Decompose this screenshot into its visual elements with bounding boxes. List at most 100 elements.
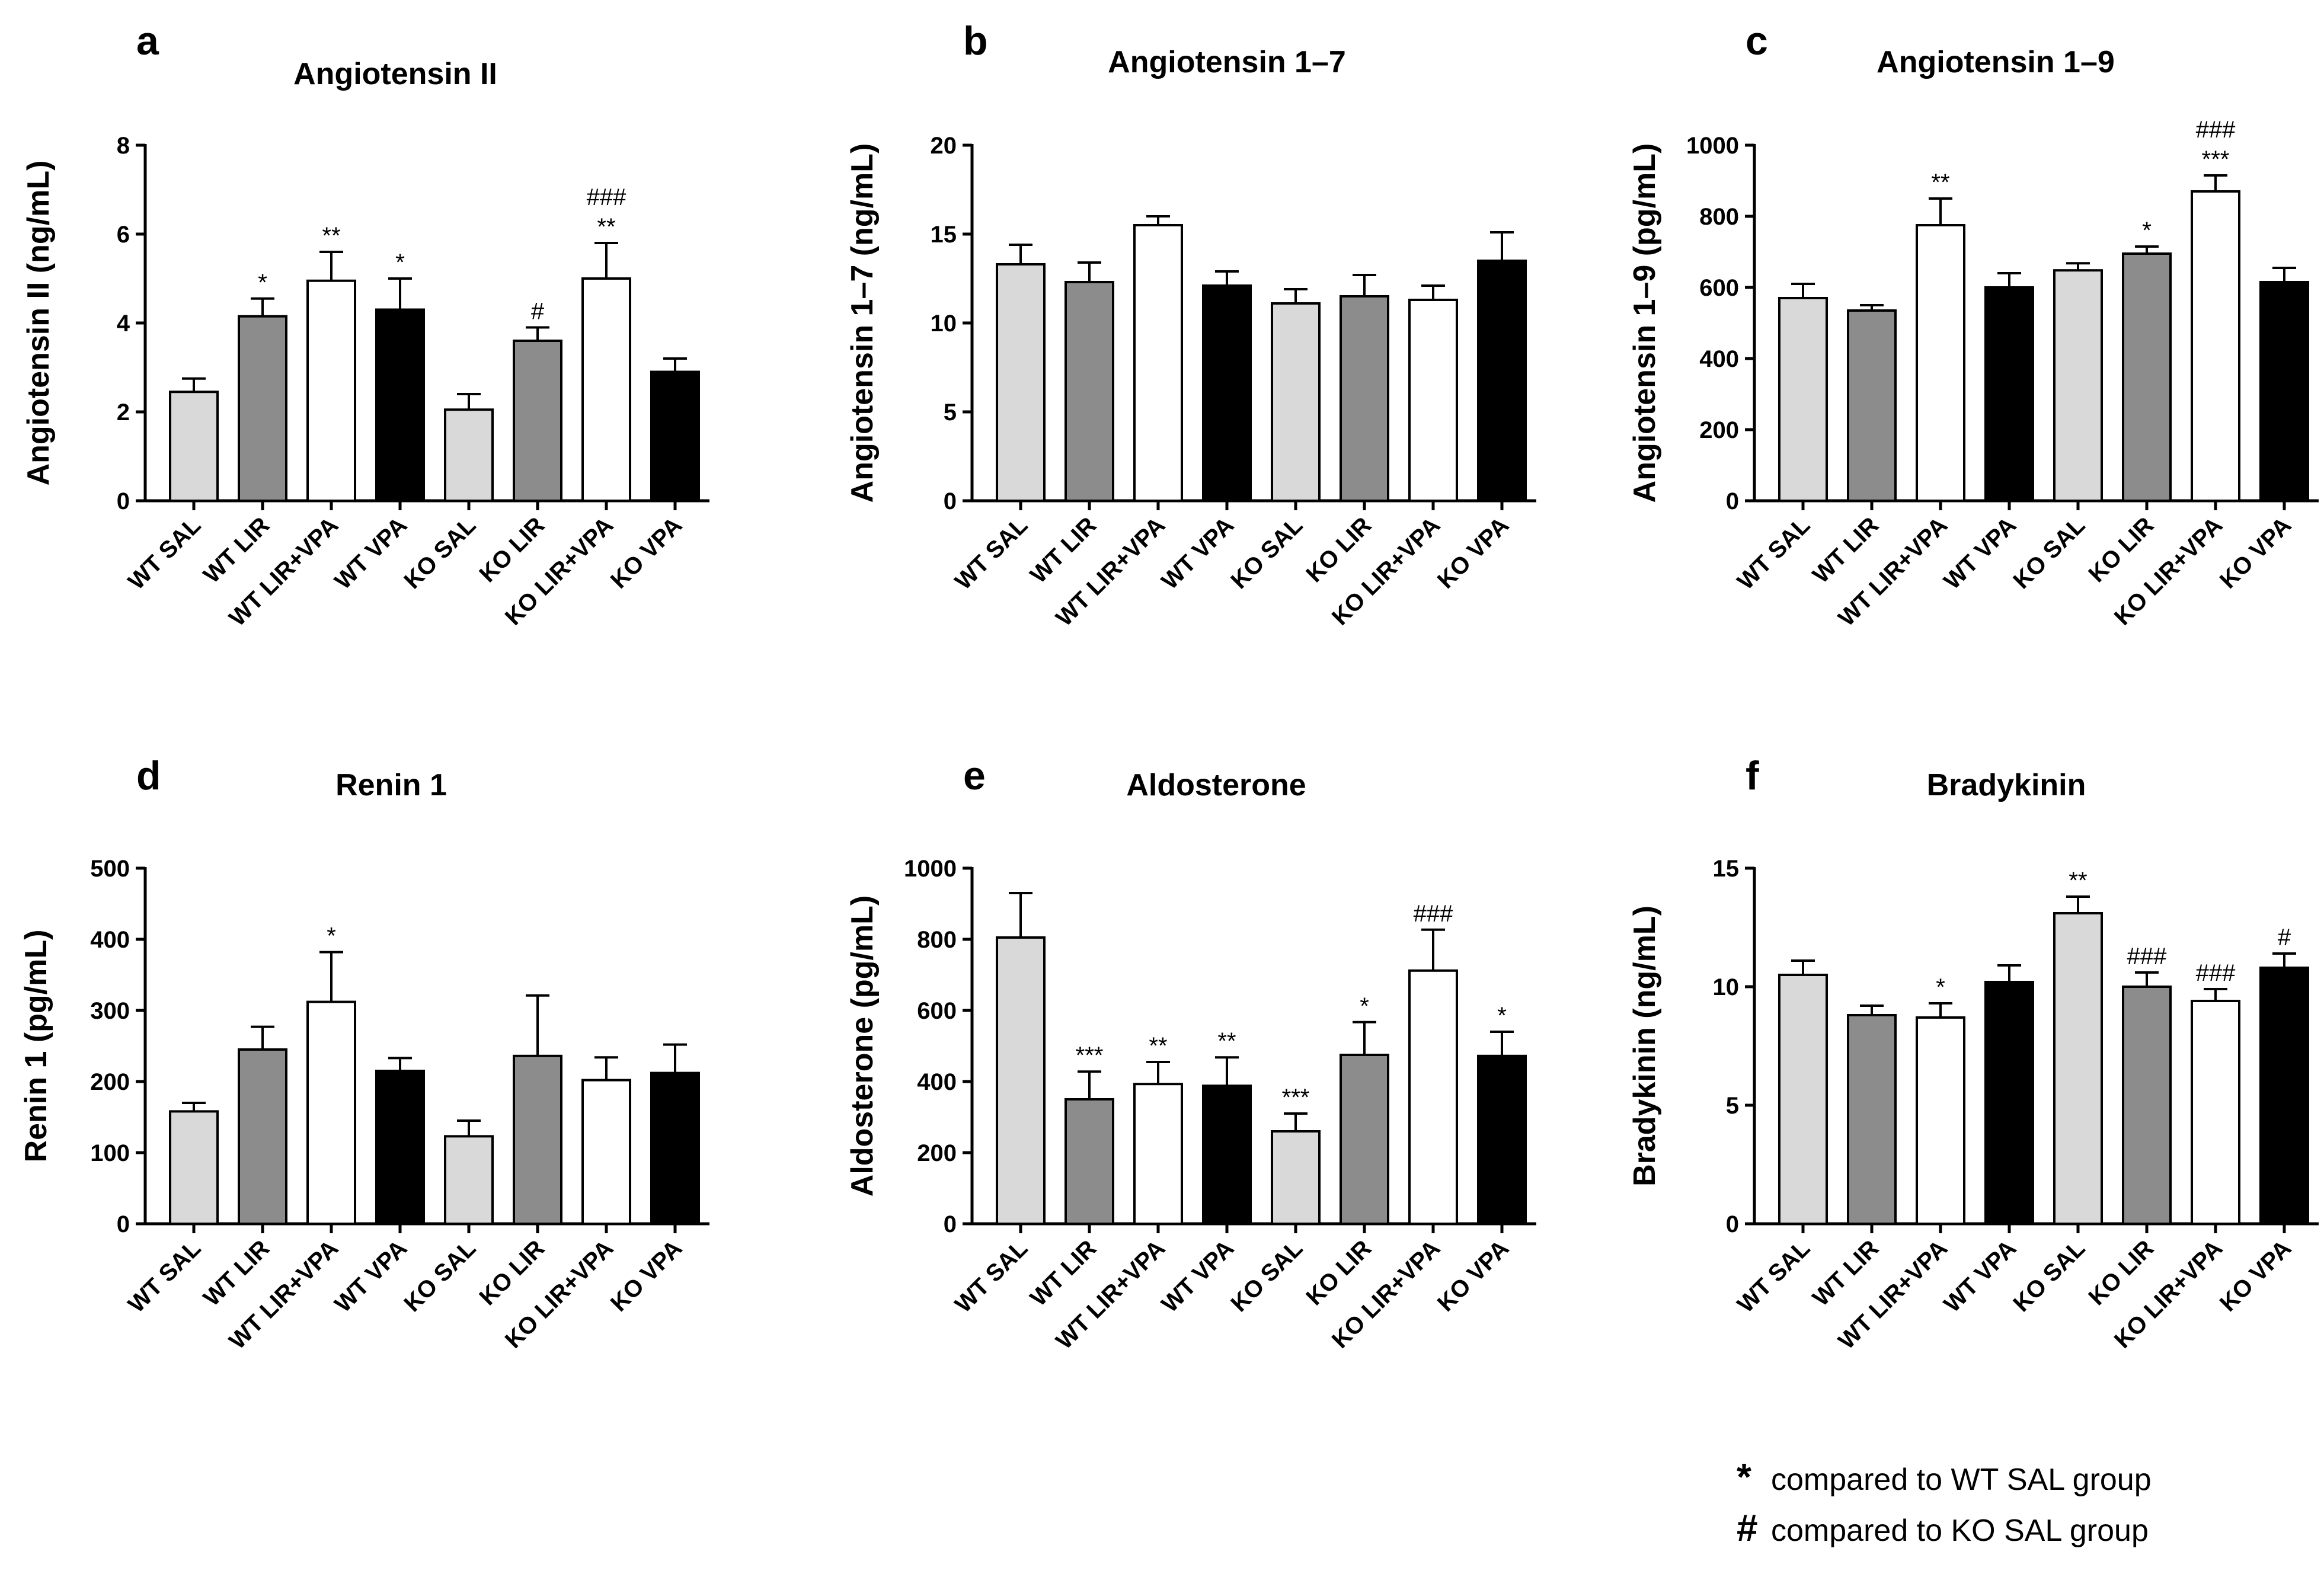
significance-wt-sal: *	[1497, 1003, 1507, 1029]
significance-wt-sal: **	[1217, 1028, 1236, 1054]
bar-wt-vpa	[1202, 1084, 1252, 1225]
panel-letter: d	[136, 753, 161, 798]
y-tick-label: 800	[917, 927, 957, 953]
bar-wt-vpa	[1984, 981, 2034, 1225]
y-axis-label: Renin 1 (pg/mL)	[19, 930, 53, 1163]
y-tick-label: 5	[944, 399, 957, 426]
y-tick-label: 0	[117, 488, 130, 514]
significance-wt-sal: **	[1149, 1033, 1167, 1059]
bar-ko-sal	[2053, 269, 2103, 502]
x-tick-label: KO SAL	[399, 512, 481, 594]
bar-wt-lir-vpa	[1133, 1083, 1183, 1225]
x-tick-label: KO SAL	[1226, 512, 1308, 594]
x-tick-label: KO SAL	[399, 1235, 481, 1317]
bar-wt-vpa	[375, 308, 425, 502]
bar-ko-lir-vpa	[2191, 190, 2240, 502]
chart-title: Renin 1	[335, 768, 447, 802]
y-tick-label: 0	[1726, 488, 1739, 514]
bar-ko-lir	[513, 340, 562, 502]
panel-letter: e	[963, 753, 986, 798]
y-tick-label: 4	[117, 311, 130, 337]
y-tick-label: 15	[1713, 856, 1740, 882]
bar-ko-sal	[444, 408, 494, 502]
x-tick-label: KO VPA	[1433, 512, 1514, 593]
significance-wt-sal: **	[2069, 868, 2087, 894]
y-tick-label: 200	[90, 1069, 130, 1095]
x-tick-label: KO SAL	[2008, 512, 2090, 594]
chart-panel-b: b Angiotensin 1–7 Angiotensin 1–7 (ng/mL) 0…	[845, 18, 1536, 631]
y-tick-label: 600	[1699, 275, 1739, 301]
significance-ko-sal: #	[531, 299, 545, 325]
bar-wt-sal	[169, 1110, 219, 1226]
y-tick-label: 10	[931, 311, 957, 337]
y-tick-label: 200	[1699, 417, 1739, 443]
chart-panel-d: d Renin 1 Renin 1 (pg/mL) 0 100 200 300 400 500 W…	[19, 753, 709, 1354]
significance-ko-sal: ###	[2127, 943, 2167, 970]
panel-letter: c	[1746, 18, 1768, 63]
legend-row-ko: # compared to KO SAL group	[1737, 1506, 2306, 1557]
y-tick-label: 500	[90, 856, 130, 882]
y-tick-label: 0	[944, 488, 957, 514]
significance-wt-sal: *	[327, 923, 336, 949]
bar-ko-lir-vpa	[581, 277, 631, 502]
chart-title: Angiotensin 1–9	[1877, 45, 2115, 79]
significance-ko-sal: ###	[1414, 901, 1453, 927]
significance-wt-sal: *	[2142, 217, 2152, 244]
bar-wt-lir	[1064, 1098, 1114, 1225]
chart-panel-f: f Bradykinin Bradykinin (ng/mL) 0 5 10 15 WT SA…	[1628, 753, 2319, 1354]
x-tick-label: KO SAL	[1226, 1235, 1308, 1317]
bar-wt-lir-vpa	[306, 1000, 356, 1225]
significance-wt-sal: *	[395, 249, 405, 276]
bar-ko-vpa	[1477, 260, 1527, 502]
x-tick-label: WT SAL	[123, 1235, 206, 1318]
y-tick-label: 0	[117, 1211, 130, 1237]
x-tick-label: WT VPA	[330, 1235, 412, 1317]
significance-ko-sal: ###	[2196, 117, 2236, 143]
x-tick-label: WT SAL	[950, 1235, 1033, 1318]
bar-ko-vpa	[2259, 281, 2309, 502]
significance-wt-sal: ***	[1076, 1042, 1104, 1068]
y-tick-label: 300	[90, 998, 130, 1024]
bar-ko-vpa	[1477, 1054, 1527, 1226]
x-tick-label: WT VPA	[1939, 1235, 2021, 1317]
bar-ko-vpa	[2259, 967, 2309, 1225]
bar-wt-vpa	[375, 1070, 425, 1225]
bar-ko-lir-vpa	[1408, 969, 1458, 1226]
panel-letter: b	[963, 18, 988, 63]
y-tick-label: 100	[90, 1140, 130, 1166]
significance-ko-sal: ###	[587, 184, 626, 210]
x-tick-label: KO VPA	[1433, 1235, 1514, 1316]
bar-ko-sal	[1271, 302, 1321, 502]
bar-wt-lir	[1847, 1014, 1897, 1225]
bar-ko-lir	[2122, 986, 2172, 1225]
significance-wt-sal: *	[1360, 993, 1369, 1019]
x-tick-label: WT VPA	[1156, 512, 1239, 594]
significance-wt-sal: **	[322, 223, 340, 249]
panel-letter: f	[1746, 753, 1759, 798]
bar-wt-sal	[996, 936, 1046, 1225]
bar-wt-sal	[1778, 297, 1828, 502]
bar-wt-lir-vpa	[306, 279, 356, 502]
x-tick-label: KO VPA	[606, 1235, 687, 1316]
y-tick-label: 10	[1713, 974, 1740, 1000]
x-tick-label: KO VPA	[2215, 1235, 2296, 1316]
legend-text-ko: compared to KO SAL group	[1771, 1514, 2149, 1548]
bar-ko-lir	[513, 1054, 562, 1226]
bar-ko-sal	[2053, 912, 2103, 1225]
chart-panel-e: e Aldosterone Aldosterone (pg/mL) 0 200 400 60…	[845, 753, 1536, 1354]
x-tick-label: KO SAL	[2008, 1235, 2090, 1317]
bar-ko-lir-vpa	[581, 1079, 631, 1225]
bar-ko-lir	[2122, 252, 2172, 502]
bar-wt-sal	[996, 263, 1046, 502]
y-axis-label: Angiotensin 1–7 (ng/mL)	[845, 143, 880, 503]
bar-ko-lir	[1340, 1054, 1389, 1225]
legend: * compared to WT SAL group # compared to…	[1737, 1455, 2306, 1557]
chart-title: Angiotensin II	[293, 57, 497, 91]
y-tick-label: 2	[117, 399, 130, 426]
significance-wt-sal: ***	[2202, 146, 2230, 172]
y-axis-label: Aldosterone (pg/mL)	[845, 895, 880, 1197]
bar-ko-lir	[1340, 295, 1389, 502]
bar-wt-lir-vpa	[1916, 224, 1965, 502]
chart-panel-a: a Angiotensin II Angiotensin II (ng/mL) 0 2 4…	[21, 18, 709, 631]
